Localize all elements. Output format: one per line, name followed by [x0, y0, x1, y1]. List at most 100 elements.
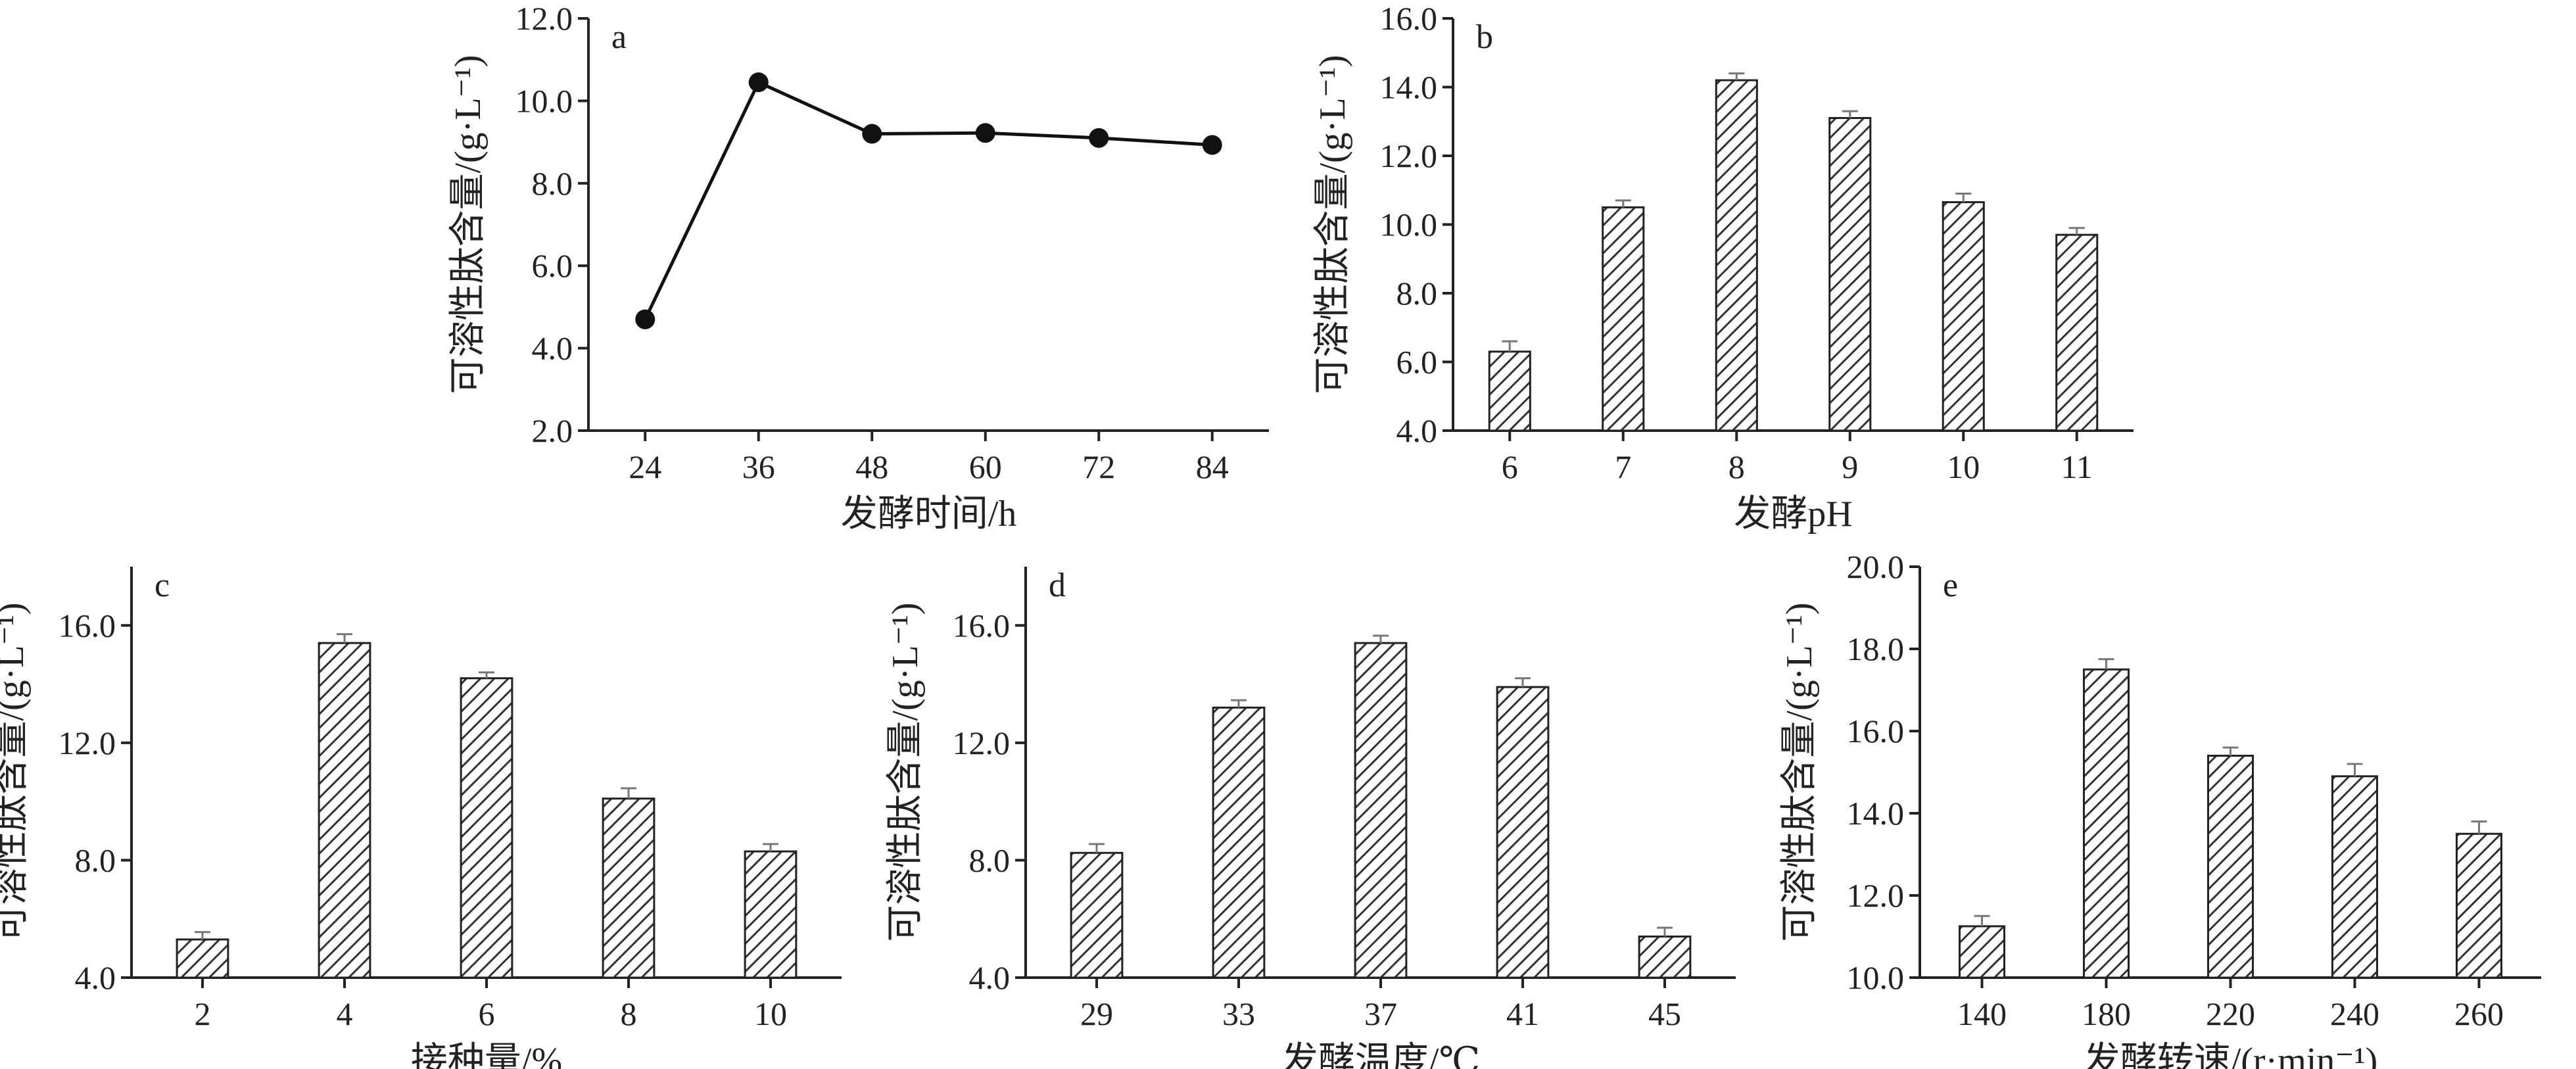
y-tick-label: 4.0	[532, 330, 573, 367]
y-tick-label: 10.0	[515, 82, 573, 119]
y-tick-label: 2.0	[532, 412, 573, 449]
panel-b: 4.0 6.0 8.0 10.0 12.0 14.0 16.0 6 7 8 9 10 11 b 发酵pH 可溶…	[1312, 0, 2134, 534]
data-point	[748, 72, 769, 93]
bar	[1488, 350, 1531, 432]
y-tick-label: 12.0	[953, 725, 1011, 761]
x-tick-label: 84	[1196, 448, 1229, 485]
y-tick-label: 8.0	[1396, 275, 1438, 312]
y-tick-label: 8.0	[75, 842, 116, 878]
bar	[1715, 79, 1758, 432]
x-tick-label: 10	[1947, 448, 1980, 485]
x-axis-label: 发酵时间/h	[841, 494, 1017, 534]
bar	[2206, 755, 2254, 979]
panel-label: a	[611, 18, 627, 56]
bar	[1958, 925, 2006, 979]
y-tick-label: 16.0	[59, 607, 116, 644]
y-axis-label: 可溶性肽含量/(g·L⁻¹)	[1312, 55, 1353, 394]
data-point	[1202, 135, 1222, 155]
x-tick-label: 8	[621, 995, 637, 1032]
x-tick-label: 48	[855, 448, 888, 485]
x-tick-label: 72	[1082, 448, 1115, 485]
y-tick-label: 16.0	[1380, 0, 1438, 37]
bar	[1496, 686, 1550, 979]
x-tick-label: 220	[2206, 995, 2255, 1032]
x-tick-label: 45	[1648, 995, 1681, 1032]
bar	[2082, 668, 2130, 979]
panel-c: 4.0 8.0 12.0 16.0 2 4 6 8 10 c 接种量/% 可溶性肽含量/(g·L⁻¹)	[0, 567, 842, 1069]
bar	[2055, 233, 2099, 432]
y-tick-label: 4.0	[75, 959, 116, 996]
x-tick-label: 240	[2330, 995, 2379, 1032]
x-tick-label: 180	[2082, 995, 2131, 1032]
y-tick-label: 18.0	[1847, 630, 1905, 667]
bar	[1070, 851, 1124, 979]
bar	[1828, 117, 1872, 432]
x-axis-label: 接种量/%	[411, 1041, 562, 1069]
panel-label: c	[155, 567, 170, 604]
bar	[1942, 201, 1985, 432]
panel-d: 4.0 8.0 12.0 16.0 29 33 37 41 45 d 发酵温度/℃ 可溶性肽含量/(g…	[885, 567, 1736, 1069]
y-tick-label: 4.0	[1396, 412, 1438, 449]
x-axis-label: 发酵转速/(r·min⁻¹)	[2084, 1041, 2378, 1069]
bar	[1638, 936, 1692, 979]
x-tick-label: 2	[195, 995, 211, 1032]
x-tick-label: 6	[479, 995, 495, 1032]
bar	[176, 938, 229, 979]
y-tick-label: 12.0	[1380, 137, 1438, 174]
x-tick-label: 29	[1080, 995, 1113, 1032]
y-tick-label: 10.0	[1380, 206, 1438, 243]
y-tick-label: 14.0	[1380, 69, 1438, 106]
y-axis-label: 可溶性肽含量/(g·L⁻¹)	[448, 55, 489, 394]
y-tick-label: 6.0	[532, 247, 573, 284]
y-tick-label: 10.0	[1847, 959, 1905, 996]
x-tick-label: 10	[754, 995, 787, 1032]
bar	[1602, 206, 1645, 432]
x-tick-label: 260	[2454, 995, 2504, 1032]
bar	[318, 642, 371, 979]
x-tick-label: 8	[1729, 448, 1745, 485]
y-tick-label: 8.0	[532, 165, 573, 202]
series-line	[643, 80, 1212, 320]
x-tick-label: 24	[629, 448, 661, 485]
y-tick-label: 12.0	[515, 0, 573, 37]
x-tick-label: 140	[1957, 995, 2007, 1032]
data-point	[635, 309, 656, 329]
y-axis-label: 可溶性肽含量/(g·L⁻¹)	[885, 602, 926, 941]
bar	[460, 677, 513, 979]
x-tick-label: 7	[1615, 448, 1631, 485]
x-tick-label: 9	[1842, 448, 1858, 485]
y-tick-label: 12.0	[1847, 877, 1905, 914]
y-tick-label: 14.0	[1847, 795, 1905, 832]
y-tick-label: 4.0	[969, 959, 1011, 996]
y-tick-label: 8.0	[969, 842, 1011, 878]
x-tick-label: 36	[742, 448, 775, 485]
bar	[2331, 775, 2379, 979]
bar	[1354, 642, 1408, 979]
x-tick-label: 41	[1506, 995, 1539, 1032]
bar	[2455, 832, 2503, 979]
x-tick-label: 33	[1222, 995, 1255, 1032]
bar	[1212, 706, 1266, 979]
y-tick-label: 16.0	[1847, 713, 1905, 749]
y-tick-label: 16.0	[953, 607, 1011, 644]
panel-label: b	[1476, 18, 1493, 56]
y-axis-label: 可溶性肽含量/(g·L⁻¹)	[1779, 602, 1820, 941]
x-tick-label: 4	[337, 995, 353, 1032]
x-tick-label: 60	[969, 448, 1002, 485]
y-tick-label: 20.0	[1847, 548, 1905, 585]
x-axis-label: 发酵温度/℃	[1281, 1041, 1480, 1069]
x-tick-label: 6	[1502, 448, 1518, 485]
data-point	[862, 124, 882, 144]
panel-a: 2.0 4.0 6.0 8.0 10.0 12.0 24 36 48 60 72 84 a 发酵时间/h 可…	[448, 0, 1269, 534]
bar	[744, 850, 798, 979]
bar	[602, 797, 656, 979]
panel-label: e	[1943, 567, 1958, 604]
x-axis-label: 发酵pH	[1734, 494, 1852, 534]
y-axis-label: 可溶性肽含量/(g·L⁻¹)	[0, 602, 32, 941]
y-tick-label: 6.0	[1396, 344, 1438, 381]
x-tick-label: 37	[1364, 995, 1397, 1032]
data-point	[975, 123, 995, 143]
data-point	[1089, 128, 1109, 148]
panel-e: 10.0 12.0 14.0 16.0 18.0 20.0 140 180 220 240 260 e…	[1779, 548, 2541, 1069]
